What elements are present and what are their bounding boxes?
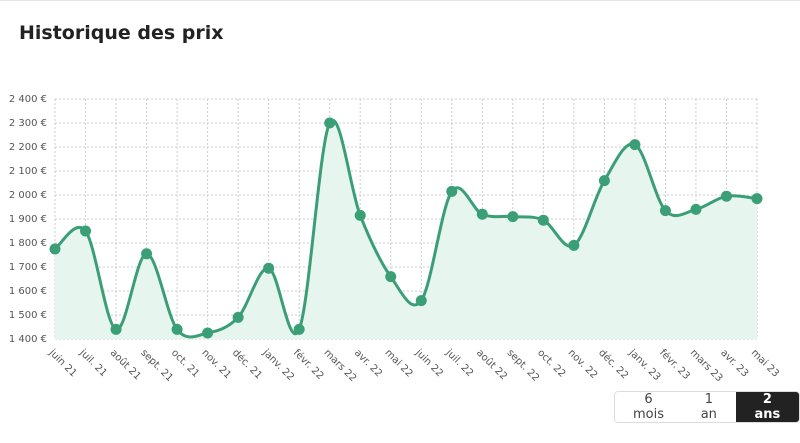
point [49, 243, 61, 255]
point [751, 193, 763, 205]
x-tick-label: mai 22 [382, 347, 414, 379]
point [415, 295, 427, 307]
point [568, 239, 580, 251]
point [202, 327, 214, 339]
x-tick-label: juil. 21 [77, 347, 109, 379]
point [476, 208, 488, 220]
range-button[interactable]: 6 mois [615, 392, 682, 422]
x-tick-label: janv. 23 [626, 347, 662, 383]
divider [0, 0, 800, 1]
point [507, 211, 519, 223]
point [598, 175, 610, 187]
point [110, 323, 122, 335]
x-tick-label: juin 22 [412, 347, 445, 380]
x-tick-label: déc. 21 [230, 347, 265, 382]
x-tick-label: févr. 23 [657, 347, 692, 382]
x-tick-label: sept. 22 [505, 347, 542, 384]
point [293, 323, 305, 335]
y-tick-label: 2 200 € [9, 142, 47, 153]
point [690, 203, 702, 215]
x-tick-label: mars 22 [321, 347, 358, 384]
range-button[interactable]: 1 an [681, 392, 736, 422]
point [537, 214, 549, 226]
chart-title: Historique des prix [19, 22, 224, 44]
x-tick-label: juin 21 [46, 347, 79, 380]
point [659, 205, 671, 217]
point [629, 139, 641, 151]
point [232, 311, 244, 323]
y-tick-label: 2 300 € [9, 118, 47, 129]
y-tick-label: 1 400 € [9, 334, 47, 345]
y-tick-label: 1 600 € [9, 286, 47, 297]
y-tick-label: 2 400 € [9, 94, 47, 105]
point [324, 117, 336, 129]
x-tick-label: janv. 22 [260, 347, 296, 383]
x-tick-label: févr. 22 [291, 347, 326, 382]
point [171, 323, 183, 335]
point [385, 271, 397, 283]
point [141, 248, 153, 260]
x-tick-label: mars 23 [688, 347, 725, 384]
y-tick-label: 2 000 € [9, 190, 47, 201]
x-tick-label: mai 23 [749, 347, 781, 379]
point [446, 185, 458, 197]
x-tick-label: août 21 [108, 347, 144, 383]
y-tick-label: 1 800 € [9, 238, 47, 249]
y-tick-label: 1 500 € [9, 310, 47, 321]
x-tick-label: nov. 22 [566, 347, 600, 381]
y-tick-label: 1 900 € [9, 214, 47, 225]
point [80, 225, 92, 237]
range-button[interactable]: 2 ans [735, 392, 799, 422]
x-tick-label: sept. 21 [138, 347, 175, 384]
x-tick-label: déc. 22 [596, 347, 631, 382]
point [263, 262, 275, 274]
y-tick-label: 1 700 € [9, 262, 47, 273]
area [55, 120, 757, 339]
point [720, 190, 732, 202]
y-tick-label: 2 100 € [9, 166, 47, 177]
range-selector: 6 mois 1 an 2 ans [614, 391, 800, 423]
point [354, 209, 366, 221]
x-tick-label: août 22 [474, 347, 510, 383]
x-tick-label: juil. 22 [443, 347, 475, 379]
x-tick-label: nov. 21 [199, 347, 233, 381]
